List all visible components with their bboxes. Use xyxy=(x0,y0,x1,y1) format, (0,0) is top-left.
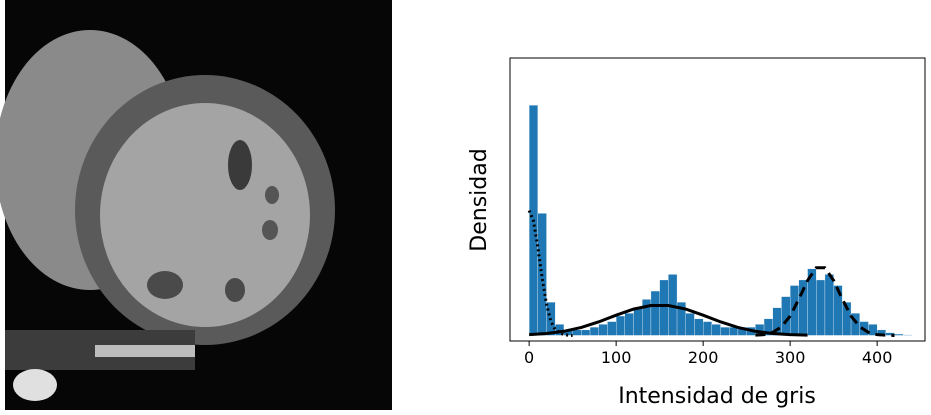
bar xyxy=(581,329,591,336)
x-tick-label: 100 xyxy=(601,348,632,367)
bar xyxy=(694,318,704,336)
fit-curve xyxy=(527,210,573,337)
fit-curve xyxy=(755,266,895,337)
bar xyxy=(903,334,913,336)
bar xyxy=(702,321,712,336)
bar xyxy=(659,279,669,336)
fit-curve xyxy=(529,303,808,337)
mri-image xyxy=(0,0,392,410)
bar xyxy=(589,326,599,336)
y-axis-label: Densidad xyxy=(467,148,492,251)
bar xyxy=(624,313,634,336)
bar xyxy=(650,290,660,336)
bar xyxy=(711,324,721,336)
bar xyxy=(894,333,904,336)
bar xyxy=(685,313,695,336)
x-tick-label: 300 xyxy=(775,348,806,367)
bar xyxy=(615,315,625,336)
bar xyxy=(607,321,617,336)
bar xyxy=(824,274,834,336)
x-tick-label: 400 xyxy=(862,348,893,367)
x-tick-label: 0 xyxy=(524,348,534,367)
x-axis-label: Intensidad de gris xyxy=(618,384,816,409)
bar xyxy=(720,326,730,336)
bar xyxy=(816,279,826,336)
plot-frame xyxy=(509,57,926,342)
x-tick-label: 200 xyxy=(688,348,719,367)
bar xyxy=(572,329,582,336)
bar xyxy=(633,307,643,336)
bar xyxy=(598,324,608,336)
